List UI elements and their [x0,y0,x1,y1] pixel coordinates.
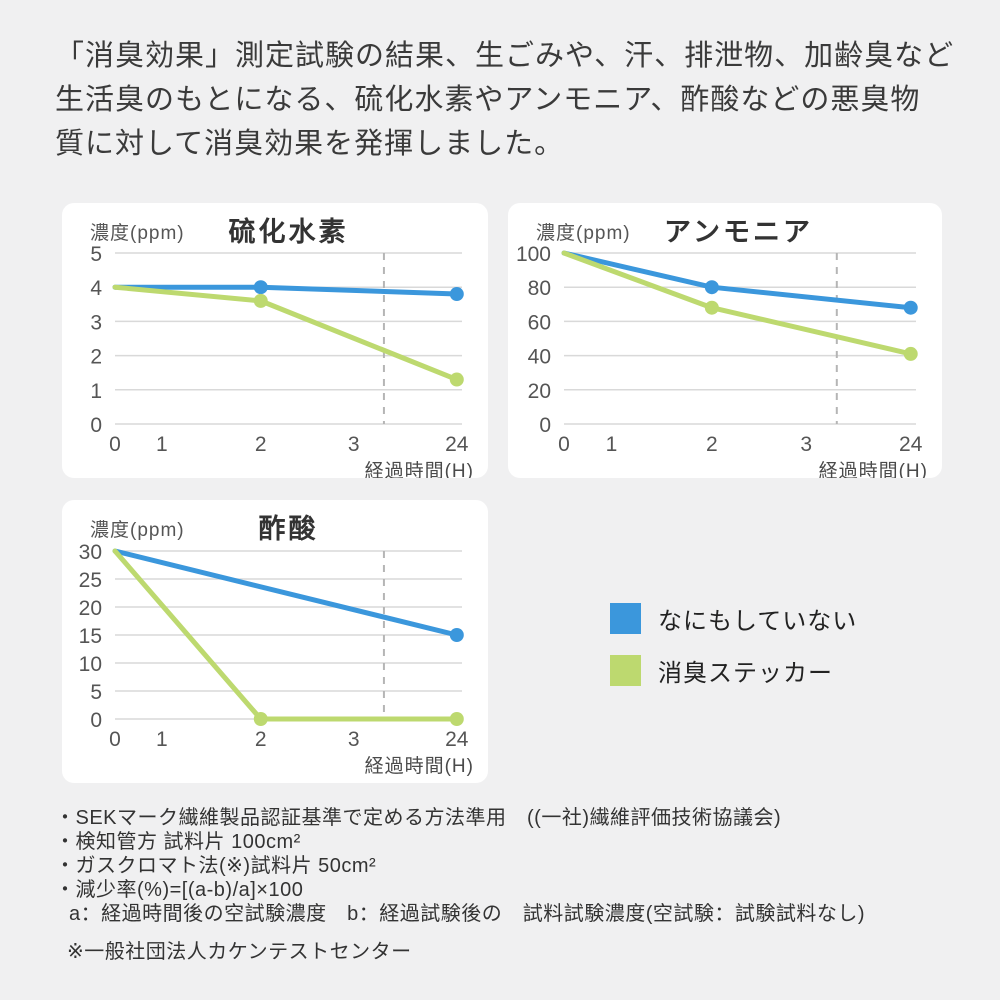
intro-line-2: 生活臭のもとになる、硫化水素やアンモニア、酢酸などの悪臭物 [55,84,921,116]
y-axis-unit-label: 濃度(ppm) [536,223,631,244]
legend: なにもしていない 消臭ステッカー [610,601,857,705]
chart-plot-hydrogen-sulfide: 5 4 3 2 1 0 0 1 2 3 24 経過時間(H) [62,203,488,483]
intro-text: 「消臭効果」測定試験の結果、生ごみや、汗、排泄物、加齢臭など 生活臭のもとになる… [55,34,955,166]
y-axis-unit-label: 濃度(ppm) [90,223,185,244]
svg-text:60: 60 [528,311,551,334]
svg-text:1: 1 [156,728,168,751]
svg-text:24: 24 [445,728,469,751]
legend-label-deodorant-sticker: 消臭ステッカー [658,660,833,687]
intro-line-3: 質に対して消臭効果を発揮しました。 [55,128,565,160]
svg-text:20: 20 [79,597,102,620]
legend-item-untreated: なにもしていない [610,601,857,636]
svg-text:100: 100 [516,243,551,266]
chart-title-acetic-acid: 酢酸 [258,514,319,544]
footnote-line: a：経過時間後の空試験濃度 b：経過試験後の 試料試験濃度(空試験：試験試料なし… [69,903,866,925]
svg-text:経過時間(H): 経過時間(H) [365,755,474,777]
chart-plot-ammonia: 100 80 60 40 20 0 0 1 2 3 24 経過時間(H) [508,203,942,483]
svg-text:0: 0 [90,709,102,732]
svg-text:経過時間(H): 経過時間(H) [819,460,928,478]
svg-text:2: 2 [706,433,718,456]
legend-item-deodorant-sticker: 消臭ステッカー [610,653,857,688]
svg-text:経過時間(H): 経過時間(H) [365,460,474,478]
intro-line-1: 「消臭効果」測定試験の結果、生ごみや、汗、排泄物、加齢臭など [55,40,955,72]
svg-text:2: 2 [255,728,267,751]
legend-label-untreated: なにもしていない [658,608,858,635]
svg-text:10: 10 [79,653,102,676]
svg-text:3: 3 [90,311,102,334]
svg-text:30: 30 [79,541,102,564]
svg-text:15: 15 [79,625,102,648]
chart-title-hydrogen-sulfide: 硫化水素 [228,217,349,247]
svg-text:20: 20 [528,380,551,403]
svg-text:2: 2 [255,433,267,456]
svg-text:1: 1 [90,380,102,403]
footnote-line: ・ガスクロマト法(※)試料片 50cm² [55,855,377,877]
y-axis-unit-label: 濃度(ppm) [90,520,185,541]
footnote-line: ・減少率(%)=[(a-b)/a]×100 [55,879,304,901]
svg-text:5: 5 [90,681,102,704]
svg-text:3: 3 [348,433,360,456]
svg-text:4: 4 [90,277,102,300]
svg-text:80: 80 [528,277,551,300]
svg-text:1: 1 [156,433,168,456]
chart-card-hydrogen-sulfide: 濃度(ppm) 硫化水素 5 4 3 2 1 0 0 1 2 3 24 経過時間(H) [62,203,488,482]
svg-text:40: 40 [528,346,551,369]
agency-note: ※一般社団法人カケンテストセンター [67,941,412,963]
legend-swatch-green [610,655,641,686]
svg-text:25: 25 [79,569,102,592]
svg-text:1: 1 [606,433,618,456]
svg-text:3: 3 [800,433,812,456]
footnotes: ・SEKマーク繊維製品認証基準で定める方法準用 ((一社)繊維評価技術協議会) … [55,806,955,964]
svg-text:0: 0 [109,728,121,751]
svg-text:24: 24 [899,433,923,456]
chart-plot-acetic-acid: 30 25 20 15 10 5 0 0 1 2 3 24 経過時間(H) [62,500,488,788]
legend-swatch-blue [610,603,641,634]
svg-text:0: 0 [109,433,121,456]
svg-text:24: 24 [445,433,469,456]
svg-text:0: 0 [90,414,102,437]
chart-title-ammonia: アンモニア [664,217,813,247]
chart-card-acetic-acid: 濃度(ppm) 酢酸 30 25 20 15 10 5 0 0 1 2 3 24 経過時間(H) [62,500,488,783]
footnote-line: ・SEKマーク繊維製品認証基準で定める方法準用 ((一社)繊維評価技術協議会) [55,807,782,829]
svg-text:0: 0 [558,433,570,456]
svg-text:0: 0 [539,414,551,437]
footnote-line: ・検知管方 試料片 100cm² [55,831,301,853]
svg-text:5: 5 [90,243,102,266]
svg-text:2: 2 [90,346,102,369]
svg-text:3: 3 [348,728,360,751]
chart-card-ammonia: 濃度(ppm) アンモニア 100 80 60 40 20 0 0 1 2 3 24 経過時間(H) [508,203,942,482]
